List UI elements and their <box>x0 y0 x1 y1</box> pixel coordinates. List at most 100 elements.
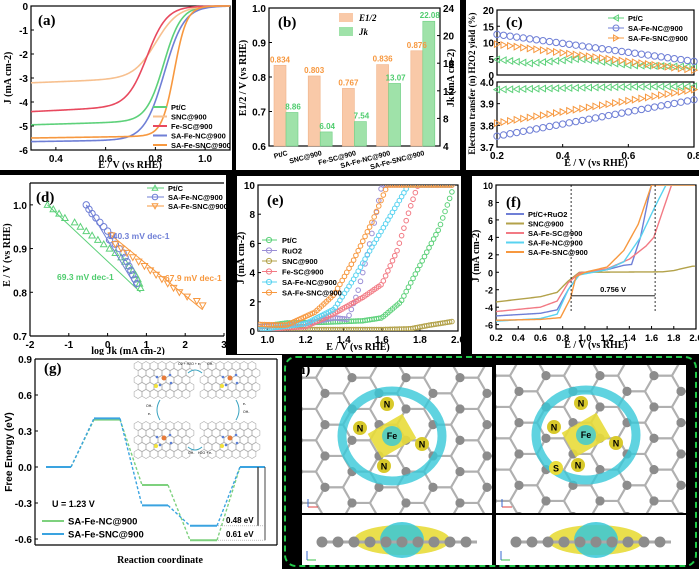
data-point <box>111 248 120 257</box>
carbon-atom <box>606 536 618 548</box>
inset-structure <box>199 361 261 399</box>
n-atom <box>235 441 239 445</box>
carbon-atom <box>574 536 586 548</box>
data-point-n <box>637 105 646 114</box>
data-point <box>405 284 412 290</box>
data-point <box>442 208 448 215</box>
y-tick-label: 10 <box>244 181 256 192</box>
data-point <box>380 192 387 198</box>
y-tick-label-right: 16 <box>443 59 455 70</box>
data-label-jk: 22.08 <box>420 11 441 20</box>
x-tick-label: 0.2 <box>489 333 502 344</box>
atom-label: Fe <box>387 431 398 441</box>
data-point-h2o2 <box>571 55 579 64</box>
bond <box>477 367 486 379</box>
data-point-h2o2 <box>526 35 534 43</box>
hexagon <box>133 449 143 459</box>
legend-label: SA-Fe-SNC@900 <box>68 530 144 541</box>
y-tick-label: 6 <box>488 216 493 226</box>
transition-line <box>70 418 95 468</box>
bond <box>369 502 377 513</box>
panel-h-label: (h) <box>292 362 311 378</box>
x-tick-label: 0.8 <box>148 154 162 165</box>
carbon-atom <box>649 371 659 381</box>
inset-structure <box>133 361 195 399</box>
data-point <box>435 227 441 234</box>
data-point <box>129 271 137 279</box>
gap-annotation: 0.48 eV <box>226 516 254 525</box>
data-point-h2o2 <box>690 57 698 66</box>
data-point-h2o2 <box>644 60 653 69</box>
data-point <box>382 273 389 279</box>
axis-title: H2O2 yield (%) <box>467 13 477 74</box>
carbon-atom <box>676 449 686 459</box>
data-point-h2o2 <box>664 62 672 71</box>
data-point-h2o2 <box>677 64 686 73</box>
y-tick-label: 0 <box>249 327 255 338</box>
carbon-atom <box>514 480 524 490</box>
data-point <box>183 293 192 301</box>
data-label-jk: 8.86 <box>285 102 301 111</box>
legend-label: E1/2 <box>358 13 377 23</box>
data-point-h2o2 <box>513 33 521 41</box>
data-point-h2o2 <box>519 58 527 67</box>
data-label-e12: 0.767 <box>338 78 359 87</box>
data-point-h2o2 <box>671 63 679 72</box>
data-point-n <box>513 115 521 124</box>
legend-label: RuO2 <box>282 247 302 256</box>
data-point <box>140 262 149 271</box>
transition-line <box>216 466 241 527</box>
data-point <box>49 204 58 213</box>
data-point <box>435 185 441 188</box>
x-tick-label: 0.8 <box>687 151 699 162</box>
hexagon <box>231 389 241 399</box>
atom-label: N <box>381 462 388 472</box>
fit-line <box>85 204 138 289</box>
s-atom <box>220 384 224 388</box>
data-point <box>421 253 428 260</box>
data-point <box>407 280 414 286</box>
data-point-n <box>520 114 528 123</box>
hexagon <box>247 389 257 399</box>
carbon-atom <box>676 480 686 490</box>
data-point-n <box>683 97 692 105</box>
data-point-n <box>578 83 586 92</box>
data-point-h2o2 <box>625 57 633 66</box>
data-point-n <box>558 84 566 93</box>
data-point-n <box>538 84 547 93</box>
y-tick-label: 4 <box>488 233 493 243</box>
data-point <box>134 258 143 266</box>
data-point <box>43 200 52 208</box>
data-point-h2o2 <box>612 55 620 64</box>
x-tick-label: 1.6 <box>375 335 389 346</box>
carbon-atom <box>482 451 492 461</box>
data-point-h2o2 <box>578 42 587 50</box>
data-point-n <box>500 117 508 127</box>
data-point-n <box>651 92 659 101</box>
data-point-h2o2 <box>683 62 691 71</box>
n-atom <box>168 433 172 437</box>
data-point <box>446 195 453 202</box>
data-point <box>410 185 416 188</box>
bond <box>315 367 324 379</box>
legend-label: SA-Fe-SC@900 <box>528 229 582 238</box>
side-view-sa-fe-snc <box>496 515 686 565</box>
y-tick-label: 0 <box>22 2 28 13</box>
data-point <box>359 260 366 266</box>
data-point <box>105 236 114 244</box>
carbon-atom <box>302 406 303 412</box>
carbon-atom <box>460 536 472 548</box>
carbon-atom <box>444 536 456 548</box>
data-point-n <box>618 97 626 106</box>
y-tick-label: 3.8 <box>480 121 494 132</box>
data-point-n <box>671 88 679 97</box>
data-point-n <box>519 84 527 94</box>
n-atom <box>234 433 238 437</box>
y-tick-label: 4 <box>249 269 255 280</box>
bond <box>563 500 573 513</box>
carbon-atom <box>380 536 392 548</box>
n-atom <box>224 383 228 387</box>
data-point-h2o2 <box>525 59 533 68</box>
y-tick-label: 1.0 <box>13 201 27 212</box>
data-point <box>403 185 409 188</box>
